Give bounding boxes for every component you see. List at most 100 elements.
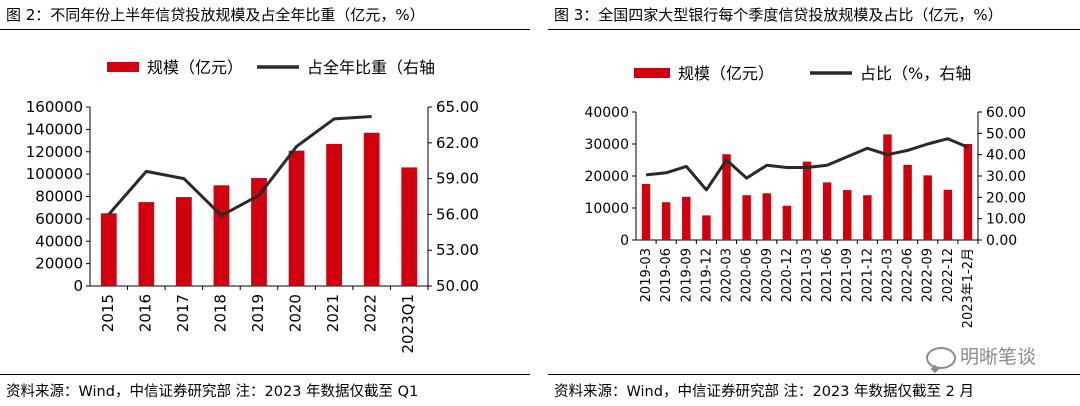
bar xyxy=(661,202,671,240)
left-axis-tick-label: 10000 xyxy=(584,201,629,217)
bar xyxy=(138,202,155,286)
legend-swatch-bar xyxy=(634,68,670,78)
x-axis-tick-label: 2019-12 xyxy=(699,248,714,302)
series-line xyxy=(107,115,372,218)
source-note: 资料来源：Wind，中信证券研究部 注：2023 年数据仅截至 Q1 xyxy=(6,384,419,400)
source-rule xyxy=(548,374,1080,375)
chart-svg-right: 0 10000 20000 30000 40000 0.00 10.00 20.00 30.00… xyxy=(584,64,1026,328)
right-axis-tick-label: 56.00 xyxy=(436,205,479,223)
x-axis-tick-label: 2019-03 xyxy=(639,248,654,302)
x-axis-tick-label: 2021 xyxy=(324,294,342,332)
left-axis-tick-label: 100000 xyxy=(26,165,83,183)
x-axis-tick-label: 2020-12 xyxy=(780,248,795,302)
legend-swatch-bar xyxy=(107,62,139,72)
right-axis-tick-label: 0.00 xyxy=(986,233,1017,249)
left-axis-tick-label: 30000 xyxy=(584,137,629,153)
x-axis-tick-label: 2019-06 xyxy=(659,248,674,302)
x-axis-tick-label: 2021-06 xyxy=(820,248,835,302)
left-axis-tick-label: 40000 xyxy=(584,105,629,121)
bar xyxy=(782,205,792,240)
left-axis-tick-label: 20000 xyxy=(584,169,629,185)
bar xyxy=(176,197,192,286)
bar xyxy=(213,185,230,286)
bar xyxy=(326,143,342,286)
series-line xyxy=(645,137,969,192)
chart-title: 图 2：不同年份上半年信贷投放规模及占全年比重（亿元，%） xyxy=(6,6,425,24)
bar xyxy=(802,161,812,240)
title-rule xyxy=(548,29,1080,30)
wechat-icon xyxy=(926,346,956,369)
bar xyxy=(943,189,953,240)
left-axis-tick-label: 140000 xyxy=(26,120,83,138)
bar xyxy=(843,190,852,240)
x-axis-tick-label: 2022 xyxy=(362,294,380,332)
x-axis-tick-label: 2021-12 xyxy=(860,248,875,302)
bar xyxy=(883,134,892,240)
left-axis-tick-label: 40000 xyxy=(35,232,83,250)
legend-label: 占全年比重（右轴 xyxy=(307,58,435,77)
x-axis-tick-label: 2022-06 xyxy=(901,248,916,302)
x-axis-tick-label: 2015 xyxy=(99,294,117,332)
right-axis-tick-label: 30.00 xyxy=(986,169,1026,185)
right-axis-tick-label: 60.00 xyxy=(986,105,1026,121)
bar xyxy=(363,132,380,286)
source-rule xyxy=(0,374,530,375)
x-axis-tick-label: 2020-06 xyxy=(740,248,755,302)
bar xyxy=(762,193,771,240)
bar xyxy=(863,195,872,240)
title-rule xyxy=(0,29,530,30)
x-axis-tick-label: 2021-03 xyxy=(800,248,815,302)
x-axis-tick-label: 2020 xyxy=(287,294,305,332)
bar xyxy=(682,196,691,240)
legend-label: 规模（亿元） xyxy=(147,58,243,77)
right-axis-tick-label: 10.00 xyxy=(986,212,1026,228)
x-axis-tick-label: 2017 xyxy=(174,294,192,332)
x-axis-tick-label: 2023年1-2月 xyxy=(961,248,976,328)
x-axis-tick-label: 2016 xyxy=(136,294,154,332)
bar xyxy=(963,144,973,240)
x-axis-tick-label: 2022-09 xyxy=(921,248,936,302)
left-axis-tick-label: 0 xyxy=(620,233,629,249)
left-axis-tick-label: 20000 xyxy=(35,255,83,273)
right-axis-tick-label: 50.00 xyxy=(436,277,479,295)
right-axis-tick-label: 53.00 xyxy=(436,241,479,259)
x-axis-tick-label: 2018 xyxy=(211,294,229,332)
x-axis-tick-label: 2020-09 xyxy=(760,248,775,302)
x-axis-tick-label: 2021-09 xyxy=(840,248,855,302)
right-axis-tick-label: 40.00 xyxy=(986,148,1026,164)
x-axis-tick-label: 2022-12 xyxy=(941,248,956,302)
watermark: 明晰笔谈 xyxy=(926,342,1036,369)
bar xyxy=(923,175,932,240)
left-axis-tick-label: 120000 xyxy=(26,143,83,161)
source-note: 资料来源：Wind，中信证券研究部 注：2023 年数据仅截至 2 月 xyxy=(554,384,975,400)
x-axis-tick-label: 2023Q1 xyxy=(399,294,417,354)
x-axis-tick-label: 2020-03 xyxy=(720,248,735,302)
left-axis-tick-label: 80000 xyxy=(35,188,83,206)
right-chart-panel: 图 3：全国四家大型银行每个季度信贷投放规模及占比（亿元，%） 0 10000 20… xyxy=(548,0,1080,406)
chart-title: 图 3：全国四家大型银行每个季度信贷投放规模及占比（亿元，%） xyxy=(554,6,1003,24)
bar xyxy=(903,164,912,240)
bar xyxy=(742,195,751,240)
bar xyxy=(401,167,418,286)
right-axis-tick-label: 20.00 xyxy=(986,190,1026,206)
chart-svg-left: 0 20000 40000 60000 80000 100000 120000 140000 1… xyxy=(26,58,479,354)
watermark-text: 明晰笔谈 xyxy=(960,346,1037,368)
x-axis-tick-label: 2019 xyxy=(249,294,267,332)
legend-label: 规模（亿元） xyxy=(678,64,774,83)
left-axis-tick-label: 0 xyxy=(73,277,83,295)
bar xyxy=(251,178,267,286)
x-axis-tick-label: 2019-09 xyxy=(679,248,694,302)
x-axis-tick-label: 2022-03 xyxy=(880,248,895,302)
bar xyxy=(722,154,731,240)
right-axis-tick-label: 65.00 xyxy=(436,98,479,116)
bar xyxy=(288,150,305,286)
legend-label: 占比（%，右轴 xyxy=(860,64,971,83)
right-axis-tick-label: 62.00 xyxy=(436,134,479,152)
right-axis-tick-label: 50.00 xyxy=(986,126,1026,142)
left-chart-panel: 图 2：不同年份上半年信贷投放规模及占全年比重（亿元，%） 0 20000 4000… xyxy=(0,0,530,406)
right-axis-tick-label: 59.00 xyxy=(436,170,479,188)
left-axis-tick-label: 160000 xyxy=(26,98,83,116)
bar xyxy=(702,215,711,240)
bar xyxy=(100,213,117,286)
bar xyxy=(822,182,832,240)
